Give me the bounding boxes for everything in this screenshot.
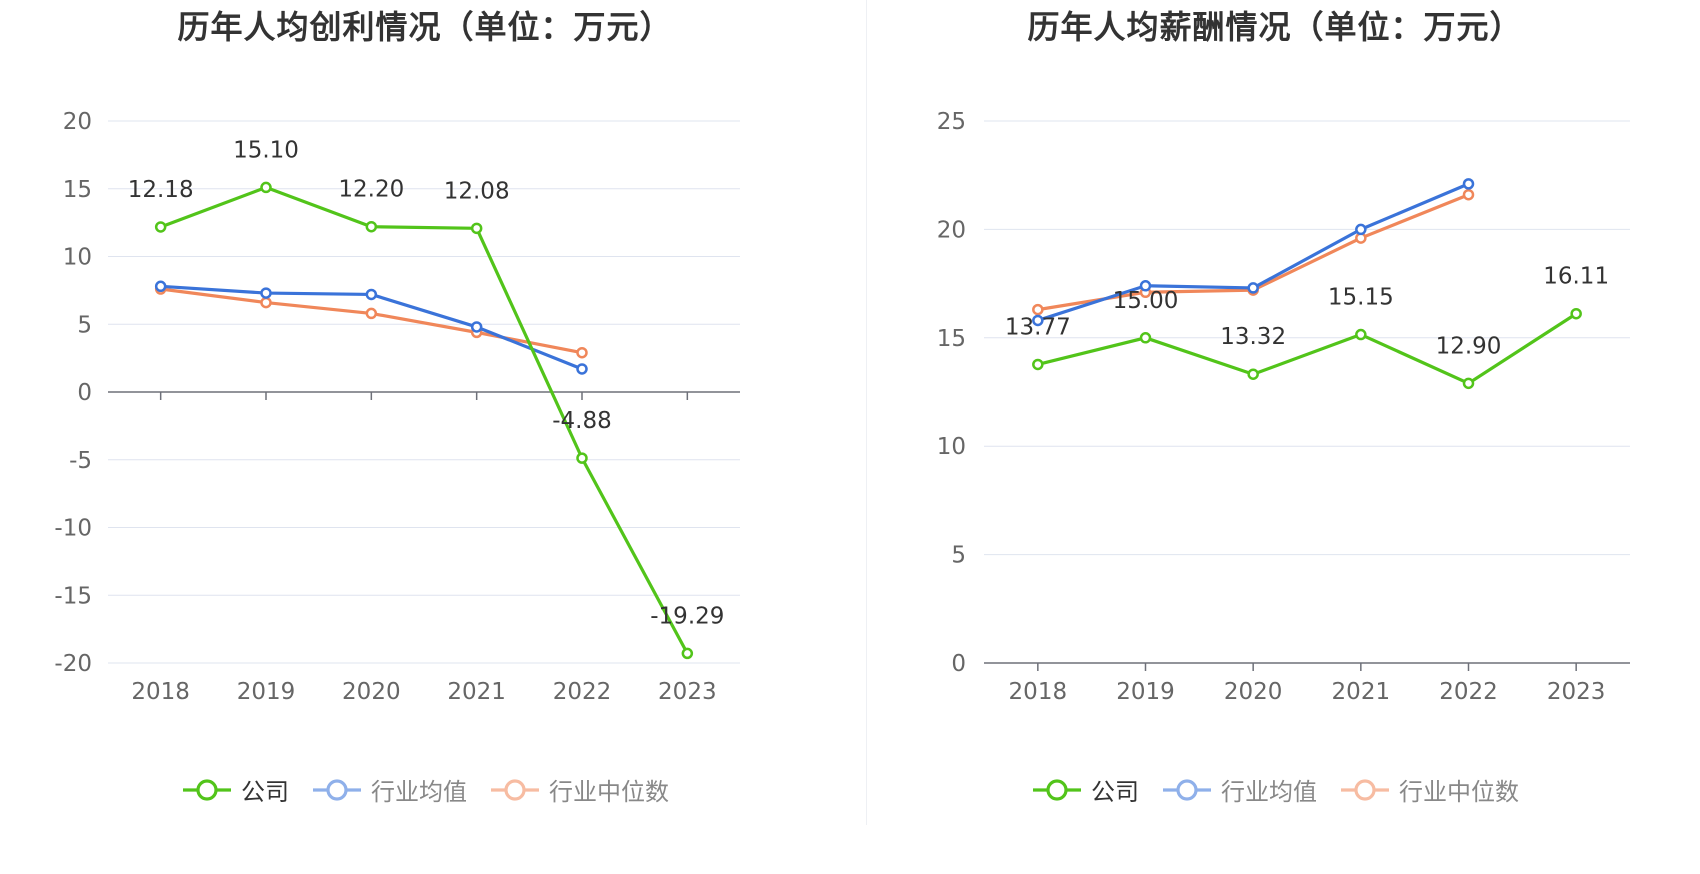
salary-chart-panel: 历年人均薪酬情况（单位：万元） 25 20 15 10 5 0 2018 2019 2020 20… (850, 0, 1700, 874)
x-tick-label: 2023 (1547, 679, 1606, 705)
x-tick-label: 2019 (237, 679, 296, 705)
legend-item[interactable]: 公司 (1031, 772, 1139, 807)
data-point (576, 452, 588, 464)
x-tick-label: 2022 (1439, 679, 1498, 705)
legend-label: 公司 (241, 778, 289, 806)
data-point (1462, 377, 1475, 390)
salary-line-chart: 25 20 15 10 5 0 2018 2019 2020 2021 2022 2023 13.77 1… (937, 109, 1630, 705)
data-point (1570, 307, 1582, 320)
y-tick-label: 0 (951, 651, 966, 677)
chart-title: 历年人均创利情况（单位：万元） (177, 8, 673, 46)
x-tick-label: 2021 (447, 679, 506, 705)
y-tick-label: 10 (63, 245, 92, 271)
y-tick-label: 15 (63, 177, 92, 203)
legend-marker-icon (183, 778, 231, 801)
x-tick-label: 2022 (553, 679, 612, 705)
data-point (154, 280, 167, 293)
data-point (260, 287, 272, 299)
y-tick-label: 10 (937, 434, 966, 460)
legend-marker-icon (491, 778, 539, 801)
x-tick-label: 2018 (1009, 679, 1068, 705)
chart-title: 历年人均薪酬情况（单位：万元） (1027, 8, 1523, 46)
y-tick-label: 15 (937, 326, 966, 352)
x-tick-label: 2023 (658, 679, 717, 705)
data-point (1462, 178, 1475, 190)
data-point (470, 321, 483, 333)
x-tick-label: 2020 (342, 679, 401, 705)
data-point (576, 363, 588, 375)
data-point (1139, 280, 1152, 292)
data-point (1247, 368, 1259, 380)
legend-label: 行业中位数 (1399, 778, 1519, 806)
x-tick-label: 2020 (1224, 679, 1283, 705)
legend-label: 行业均值 (1221, 778, 1317, 806)
data-point (154, 221, 167, 233)
legend-item[interactable]: 公司 (181, 772, 289, 807)
data-label: 15.10 (233, 137, 299, 163)
data-label: -4.88 (552, 408, 612, 434)
legend-marker-icon (1033, 778, 1081, 801)
data-label: 12.20 (338, 177, 404, 203)
data-label: 15.15 (1328, 285, 1394, 311)
legend-label: 行业均值 (371, 778, 467, 806)
data-point (1032, 303, 1044, 316)
data-point (576, 346, 588, 359)
data-point (1032, 358, 1044, 371)
data-label: 12.90 (1436, 333, 1502, 359)
data-label: 12.18 (128, 177, 194, 203)
data-point (260, 296, 272, 309)
series-line-company (1037, 312, 1578, 385)
data-point (1355, 223, 1367, 236)
x-tick-label: 2019 (1116, 679, 1175, 705)
data-label: 13.77 (1005, 314, 1071, 340)
y-tick-label: 5 (951, 543, 966, 569)
y-tick-label: -15 (54, 583, 92, 609)
data-label: -19.29 (650, 603, 724, 629)
panel-divider (866, 0, 867, 825)
x-tick-label: 2018 (131, 679, 190, 705)
y-tick-label: -10 (54, 516, 92, 542)
profit-line-chart: 20 15 10 5 0 -5 -10 -15 -20 2018 2019 2020 2021 2022 2… (54, 109, 740, 705)
data-point (365, 307, 378, 320)
data-label: 13.32 (1220, 324, 1286, 350)
data-point (1139, 332, 1152, 344)
legend-item[interactable]: 行业中位数 (489, 772, 669, 807)
legend-label: 行业中位数 (549, 778, 669, 806)
x-tick-label: 2021 (1332, 679, 1391, 705)
legend-label: 公司 (1091, 778, 1139, 806)
data-point (1247, 282, 1259, 294)
legend-item[interactable]: 行业均值 (311, 772, 467, 807)
y-tick-label: 25 (937, 109, 966, 135)
legend-marker-icon (1341, 778, 1389, 801)
y-tick-label: 5 (77, 312, 92, 338)
legend-marker-icon (1163, 778, 1211, 801)
data-label: 16.11 (1543, 264, 1609, 290)
series-line-company (160, 185, 689, 655)
data-point (1462, 188, 1475, 201)
chart-legend: 公司 行业均值 行业中位数 (0, 772, 850, 807)
profit-chart-panel: 历年人均创利情况（单位：万元） 20 15 10 5 0 -5 -10 -15 -20 2018 2… (0, 8, 850, 807)
data-point (1032, 314, 1044, 327)
data-point (470, 222, 483, 235)
data-point (1355, 328, 1367, 341)
data-point (260, 181, 272, 194)
legend-item[interactable]: 行业均值 (1161, 772, 1317, 807)
data-point (681, 647, 694, 660)
legend-item[interactable]: 行业中位数 (1339, 772, 1519, 807)
data-point (365, 220, 378, 233)
series-line-industry-average (1037, 182, 1470, 322)
y-tick-label: 20 (63, 109, 92, 135)
y-tick-label: 0 (77, 380, 92, 406)
y-tick-label: -20 (54, 651, 92, 677)
data-label: 15.00 (1113, 288, 1179, 314)
data-label: 12.08 (444, 178, 510, 204)
chart-legend: 公司 行业均值 行业中位数 (850, 772, 1700, 807)
y-tick-label: 20 (937, 217, 966, 243)
legend-marker-icon (313, 778, 361, 801)
y-tick-label: -5 (69, 448, 92, 474)
data-point (365, 288, 378, 301)
